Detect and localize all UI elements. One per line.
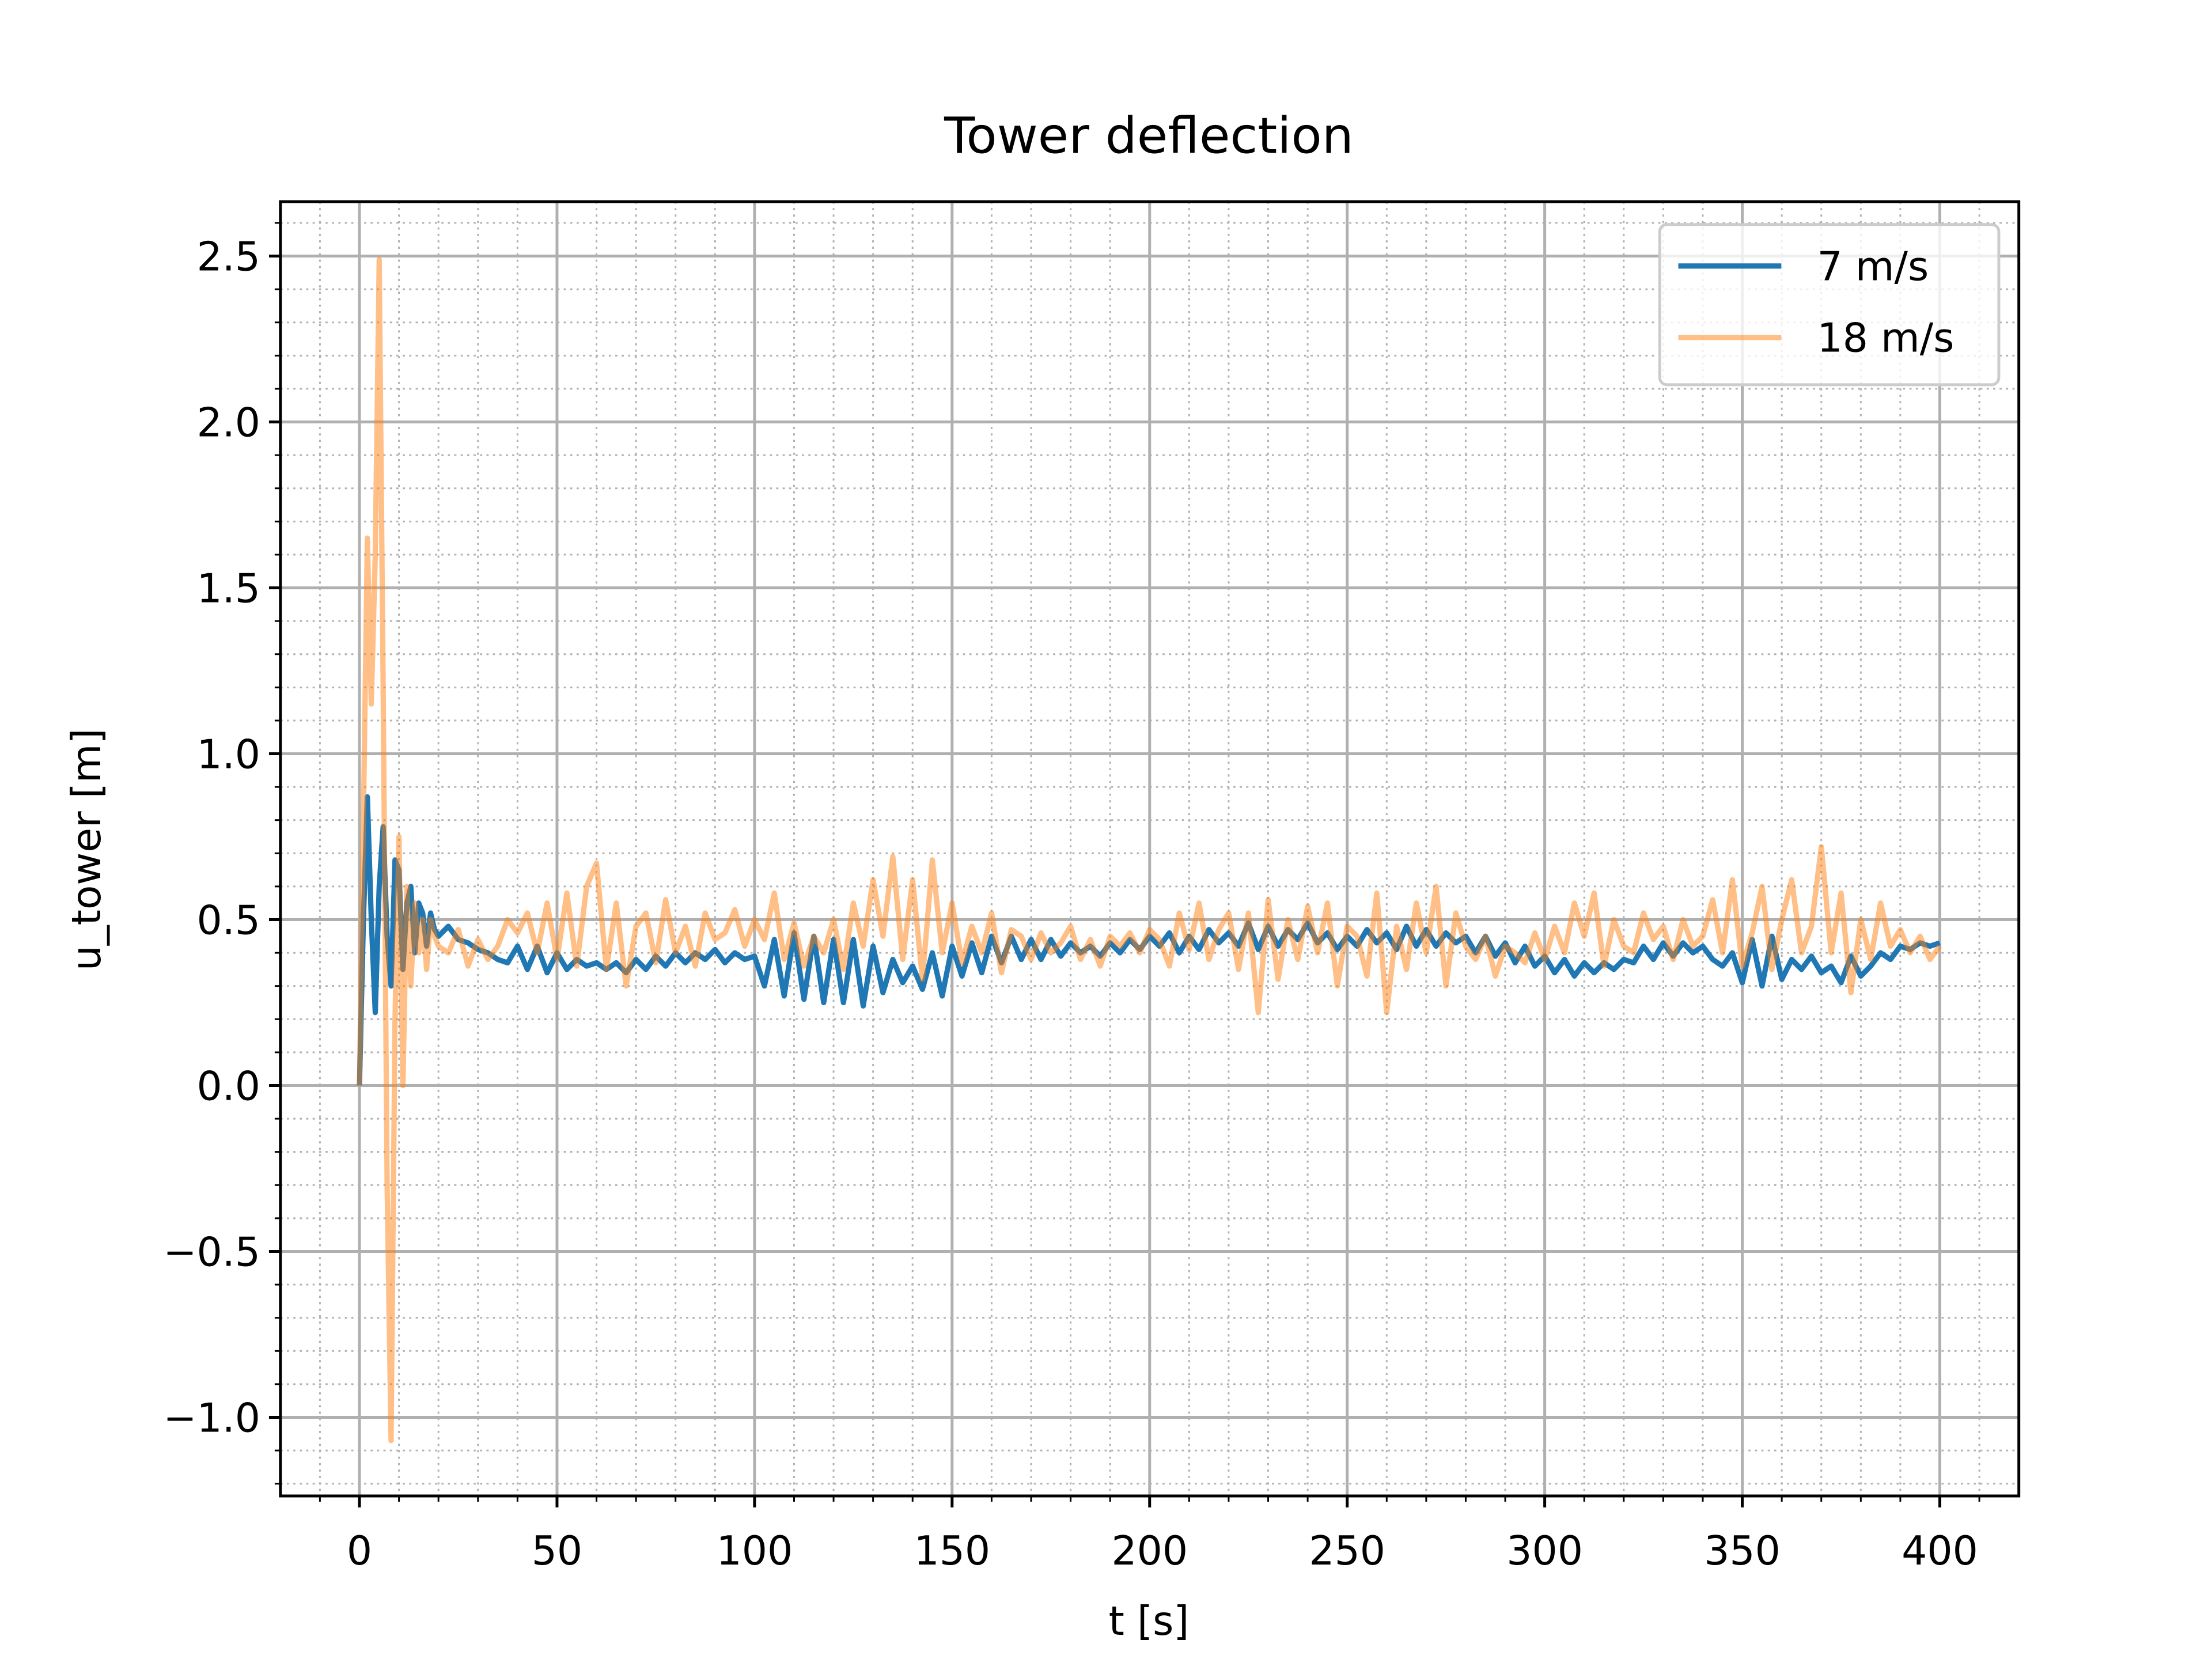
y-tick-label: 2.5 <box>196 233 260 280</box>
y-axis-label: u_tower [m] <box>63 728 110 971</box>
series-line <box>357 256 1942 1444</box>
legend-label: 7 m/s <box>1817 244 1929 290</box>
x-tick-label: 200 <box>1111 1528 1188 1574</box>
x-tick-label: 50 <box>532 1528 582 1574</box>
y-tick-label: 0.5 <box>196 897 260 944</box>
y-tick-label: 1.0 <box>196 731 260 778</box>
y-tick-label: 1.5 <box>196 565 260 612</box>
y-tick-label: −1.0 <box>163 1395 260 1441</box>
legend-label: 18 m/s <box>1817 315 1954 362</box>
x-tick-label: 150 <box>914 1528 990 1574</box>
x-tick-label: 250 <box>1309 1528 1385 1574</box>
x-tick-label: 400 <box>1902 1528 1978 1574</box>
y-tick-label: −0.5 <box>163 1229 260 1275</box>
y-tick-label: 2.0 <box>196 399 260 446</box>
x-tick-label: 100 <box>717 1528 793 1574</box>
x-tick-label: 0 <box>347 1528 372 1574</box>
chart-title: Tower deflection <box>944 107 1354 165</box>
x-tick-label: 300 <box>1506 1528 1583 1574</box>
x-axis-label: t [s] <box>1109 1598 1190 1645</box>
plot-frame <box>279 200 2021 1498</box>
x-tick-label: 350 <box>1704 1528 1781 1574</box>
y-tick-label: 0.0 <box>196 1063 260 1109</box>
